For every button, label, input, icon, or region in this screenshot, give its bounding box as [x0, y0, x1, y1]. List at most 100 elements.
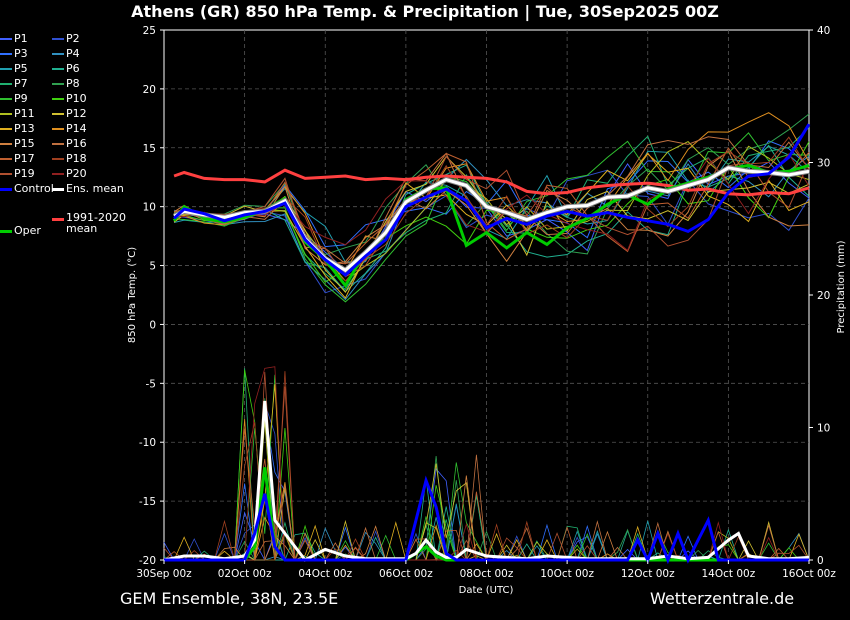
footer-model-info: GEM Ensemble, 38N, 23.5E: [120, 589, 339, 608]
legend-label: P8: [66, 77, 80, 90]
x-tick-label: 16Oct 00z: [782, 568, 836, 580]
legend-label: P10: [66, 92, 87, 105]
legend-label: P5: [14, 62, 28, 75]
member-temp-line-P8: [173, 113, 810, 256]
legend-label: P13: [14, 122, 35, 135]
legend-item-p5: P5: [0, 62, 28, 76]
legend-item-p19: P19: [0, 167, 35, 181]
y-tick-label: 0: [149, 319, 156, 331]
legend-label: P18: [66, 152, 87, 165]
legend-item-p13: P13: [0, 122, 35, 136]
legend-label: P11: [14, 107, 35, 120]
legend-item-p2: P2: [52, 32, 80, 46]
x-tick-label: 10Oct 00z: [540, 568, 594, 580]
legend-label: P15: [14, 137, 35, 150]
temp-line-control: [173, 123, 811, 277]
x-axis-label: Date (UTC): [459, 585, 514, 596]
legend-swatch: [0, 158, 12, 160]
legend-item-p14: P14: [52, 122, 87, 136]
legend-item-p8: P8: [52, 77, 80, 91]
legend-swatch: [52, 128, 64, 130]
y-tick-label: 15: [143, 143, 156, 155]
legend-swatch: [0, 53, 12, 55]
x-tick-label: 02Oct 00z: [218, 568, 272, 580]
x-tick-label: 04Oct 00z: [298, 568, 352, 580]
legend-item-ens-mean: Ens. mean: [52, 182, 124, 196]
legend-swatch: [52, 68, 64, 70]
y-tick-label: -5: [146, 378, 156, 390]
legend-swatch: [52, 113, 64, 115]
y-tick-label: -10: [139, 437, 156, 449]
legend-label: P19: [14, 167, 35, 180]
legend-label: P4: [66, 47, 80, 60]
legend-label: P3: [14, 47, 28, 60]
legend-label: P7: [14, 77, 28, 90]
y2-axis-label: Precipitation (mm): [836, 240, 847, 333]
legend-item-p6: P6: [52, 62, 80, 76]
legend-label: P17: [14, 152, 35, 165]
legend-label: P6: [66, 62, 80, 75]
y-axis-label: 850 hPa Temp. (°C): [127, 247, 138, 343]
legend-swatch: [0, 83, 12, 85]
legend-label: P2: [66, 32, 80, 45]
member-temp-line-P19: [173, 155, 810, 278]
legend-item-p18: P18: [52, 152, 87, 166]
legend-swatch: [52, 38, 64, 40]
footer-source: Wetterzentrale.de: [650, 589, 795, 608]
legend-swatch: [52, 158, 64, 160]
precip-line-oper: [164, 467, 809, 562]
legend-swatch: [52, 53, 64, 55]
y2-tick-label: 30: [817, 158, 830, 170]
legend-label: P12: [66, 107, 87, 120]
legend-swatch: [0, 128, 12, 130]
legend-label: Control: [14, 182, 54, 195]
y-tick-label: 10: [143, 202, 156, 214]
legend-label: P20: [66, 167, 87, 180]
legend-swatch: [0, 173, 12, 175]
legend-label: P16: [66, 137, 87, 150]
legend-item-p4: P4: [52, 47, 80, 61]
y-tick-label: 25: [143, 25, 156, 37]
y2-tick-label: 10: [817, 423, 830, 435]
legend-swatch: [52, 83, 64, 85]
y2-axis-ticks: 40 30 20 10 0: [809, 25, 830, 567]
y-tick-label: 20: [143, 84, 156, 96]
legend-item-p9: P9: [0, 92, 28, 106]
legend-swatch: [52, 173, 64, 175]
legend-swatch: [52, 187, 64, 191]
legend-label: P9: [14, 92, 28, 105]
legend-swatch: [0, 229, 12, 233]
member-temp-line-P17: [173, 147, 810, 265]
precip-line-ens-mean: [163, 400, 810, 562]
legend-swatch: [52, 98, 64, 100]
legend-swatch: [52, 143, 64, 145]
x-tick-label: 06Oct 00z: [379, 568, 433, 580]
x-tick-label: 08Oct 00z: [460, 568, 514, 580]
legend-item-p17: P17: [0, 152, 35, 166]
x-tick-label: 30Sep 00z: [136, 568, 192, 580]
chart-title: Athens (GR) 850 hPa Temp. & Precipitatio…: [131, 2, 719, 21]
legend-item-p20: P20: [52, 167, 87, 181]
y2-tick-label: 0: [817, 555, 824, 567]
x-axis-ticks: 30Sep 00z 02Oct 00z 04Oct 00z 06Oct 00z 08Oc…: [136, 560, 836, 580]
legend-item-p16: P16: [52, 137, 87, 151]
legend-item-p11: P11: [0, 107, 35, 121]
legend-swatch: [0, 38, 12, 40]
legend-swatch: [52, 217, 64, 221]
legend-item-control: Control: [0, 182, 54, 196]
legend-item-p10: P10: [52, 92, 87, 106]
legend-label: P1: [14, 32, 28, 45]
legend-item-oper: Oper: [0, 224, 41, 238]
legend: P1 P2 P3 P4 P5 P6 P7 P8 P9 P10 P11 P12 P13 P14 P15 P16 P…: [0, 32, 160, 252]
temp-line-1991-2020-mean: [173, 168, 810, 197]
legend-item-p7: P7: [0, 77, 28, 91]
legend-swatch: [0, 187, 12, 191]
y-tick-label: -15: [139, 496, 156, 508]
legend-swatch: [0, 98, 12, 100]
y-axis-ticks: 25 20 15 10 5 0 -5 -10 -15 -20: [139, 25, 164, 567]
y2-tick-label: 20: [817, 290, 830, 302]
legend-item-p3: P3: [0, 47, 28, 61]
x-tick-label: 12Oct 00z: [621, 568, 675, 580]
y-tick-label: 5: [149, 261, 156, 273]
